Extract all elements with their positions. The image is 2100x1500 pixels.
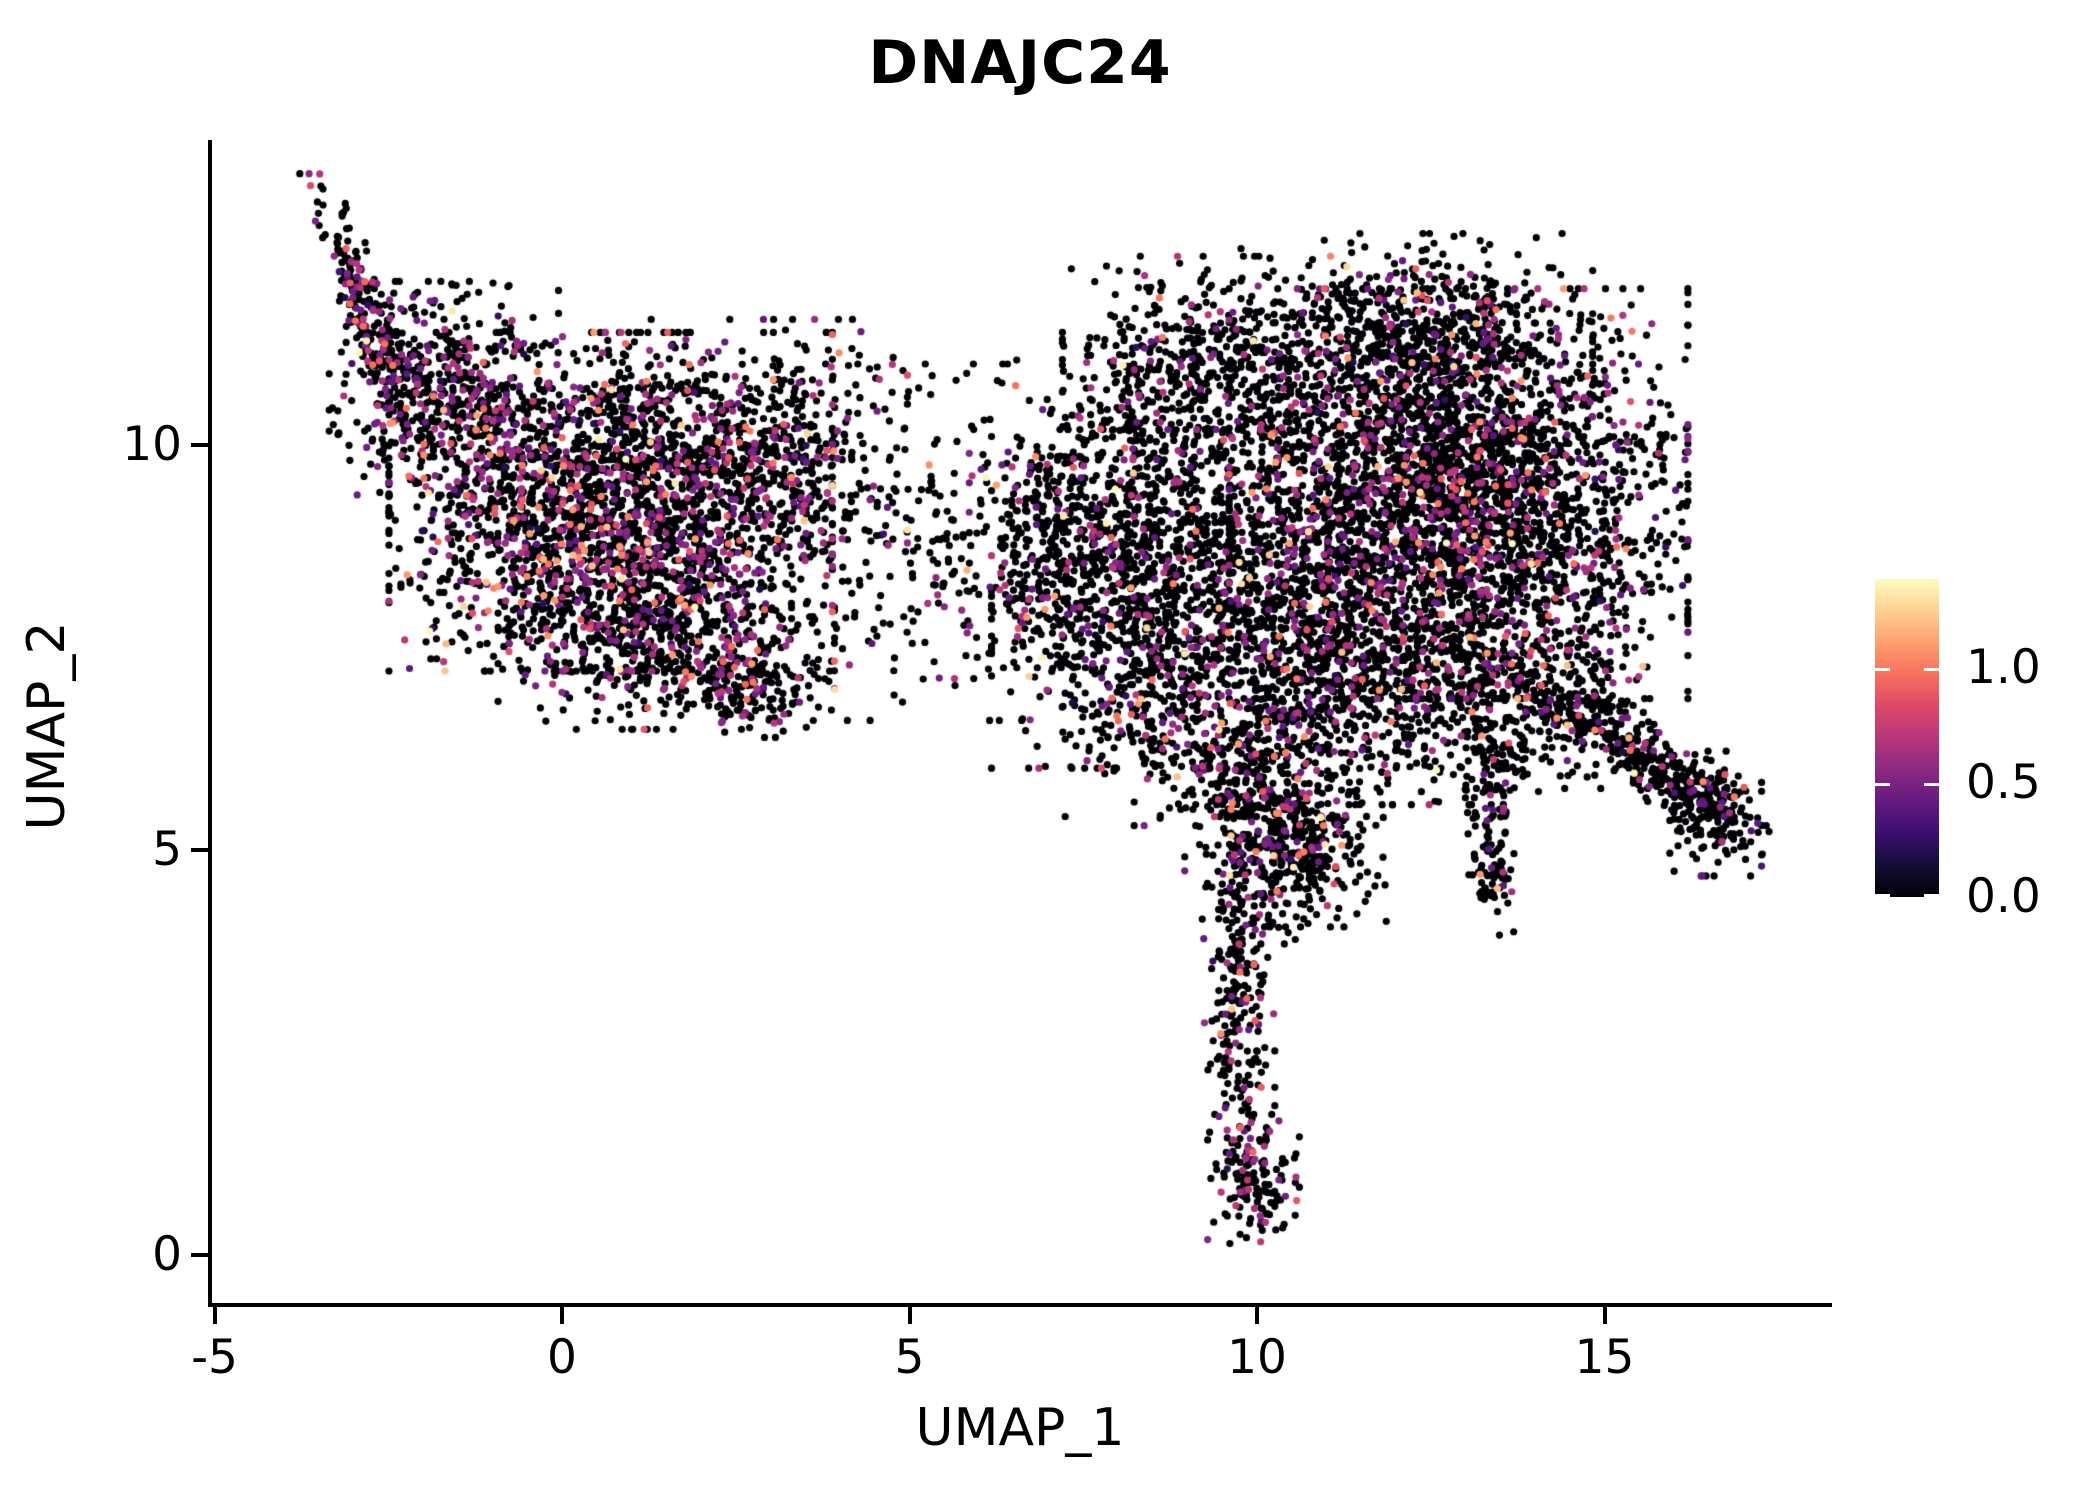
x-axis-title: UMAP_1	[915, 1398, 1125, 1458]
x-tick-mark	[907, 1307, 912, 1324]
x-tick-mark	[212, 1307, 217, 1324]
x-tick-label: 5	[894, 1330, 925, 1385]
expression-colorbar	[1875, 579, 1939, 897]
x-axis-line	[208, 1303, 1832, 1307]
y-axis-line	[208, 140, 212, 1307]
x-tick-label: 10	[1227, 1330, 1287, 1385]
colorbar-tick-mark	[1924, 668, 1939, 672]
plot-title: DNAJC24	[868, 28, 1172, 98]
x-tick-mark	[560, 1307, 564, 1324]
y-tick-label: 0	[152, 1227, 182, 1282]
x-tick-label: 0	[547, 1330, 577, 1385]
y-tick-mark	[191, 1253, 208, 1257]
x-tick-label: 15	[1574, 1330, 1635, 1385]
colorbar-tick-label: 1.0	[1966, 640, 2041, 696]
x-tick-mark	[1602, 1307, 1607, 1324]
colorbar-tick-label: 0.0	[1966, 869, 2041, 924]
colorbar-tick-mark	[1924, 782, 1939, 786]
x-tick-mark	[1255, 1307, 1259, 1324]
x-tick-label: -5	[191, 1330, 238, 1385]
colorbar-tick-mark	[1875, 782, 1890, 786]
y-tick-label: 10	[122, 417, 182, 472]
y-axis-title: UMAP_2	[17, 621, 77, 831]
colorbar-tick-mark	[1875, 894, 1890, 897]
y-tick-mark	[191, 443, 208, 447]
y-tick-label: 5	[152, 822, 182, 877]
colorbar-tick-mark	[1924, 894, 1939, 897]
y-tick-mark	[191, 848, 208, 852]
colorbar-tick-label: 0.5	[1966, 754, 2041, 810]
colorbar-tick-mark	[1875, 668, 1890, 672]
